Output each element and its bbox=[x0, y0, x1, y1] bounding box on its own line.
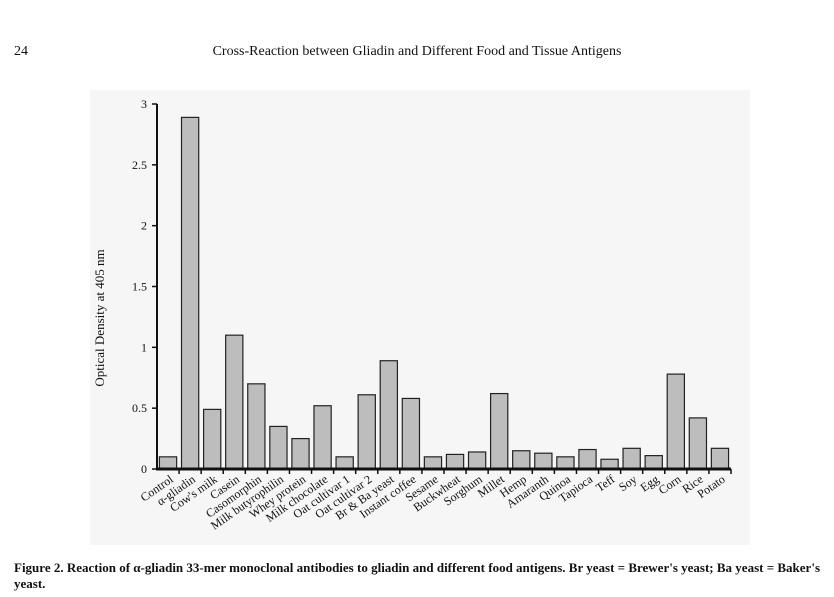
bar bbox=[202, 408, 222, 470]
y-tick-label: 0 bbox=[141, 462, 147, 476]
y-tick-label: 2.5 bbox=[132, 158, 147, 172]
y-axis-label: Optical Density at 405 nm bbox=[92, 249, 107, 386]
bar bbox=[688, 417, 708, 470]
y-tick-label: 2 bbox=[141, 219, 147, 233]
bar bbox=[158, 456, 178, 470]
bar bbox=[423, 456, 443, 470]
chart-panel: 0 0.5 1 1.5 2 2.5 3 Control α-gliadin Cow's milk… bbox=[90, 90, 750, 545]
bar bbox=[467, 451, 487, 470]
bar bbox=[335, 456, 354, 470]
bar bbox=[666, 373, 686, 470]
bar bbox=[269, 425, 288, 470]
bar bbox=[379, 360, 399, 470]
bar bbox=[247, 383, 266, 470]
bar bbox=[622, 447, 641, 470]
figure-caption: Figure 2. Reaction of α-gliadin 33-mer m… bbox=[14, 560, 820, 591]
bar bbox=[357, 394, 376, 470]
bar bbox=[445, 453, 465, 470]
y-tick-label: 3 bbox=[141, 97, 147, 111]
bar bbox=[644, 455, 663, 470]
bar bbox=[512, 450, 531, 470]
running-title: Cross-Reaction between Gliadin and Diffe… bbox=[212, 44, 622, 59]
y-tick-label: 1.5 bbox=[132, 280, 147, 294]
bar bbox=[489, 392, 509, 470]
bar bbox=[534, 452, 553, 470]
bar bbox=[710, 447, 730, 470]
bar bbox=[556, 456, 575, 470]
x-tick-label: Teff bbox=[593, 472, 617, 495]
y-tick-label: 0.5 bbox=[132, 401, 147, 415]
y-tick-label: 1 bbox=[141, 340, 147, 354]
bar bbox=[578, 448, 597, 470]
bars bbox=[158, 116, 730, 470]
bar bbox=[291, 437, 310, 470]
bar bbox=[313, 405, 332, 470]
page-number: 24 bbox=[14, 44, 28, 59]
bar bbox=[225, 334, 244, 470]
bar bbox=[180, 116, 200, 470]
y-axis: 0 0.5 1 1.5 2 2.5 3 bbox=[132, 97, 158, 476]
x-tick-label: Soy bbox=[616, 472, 639, 494]
bar bbox=[401, 397, 421, 470]
